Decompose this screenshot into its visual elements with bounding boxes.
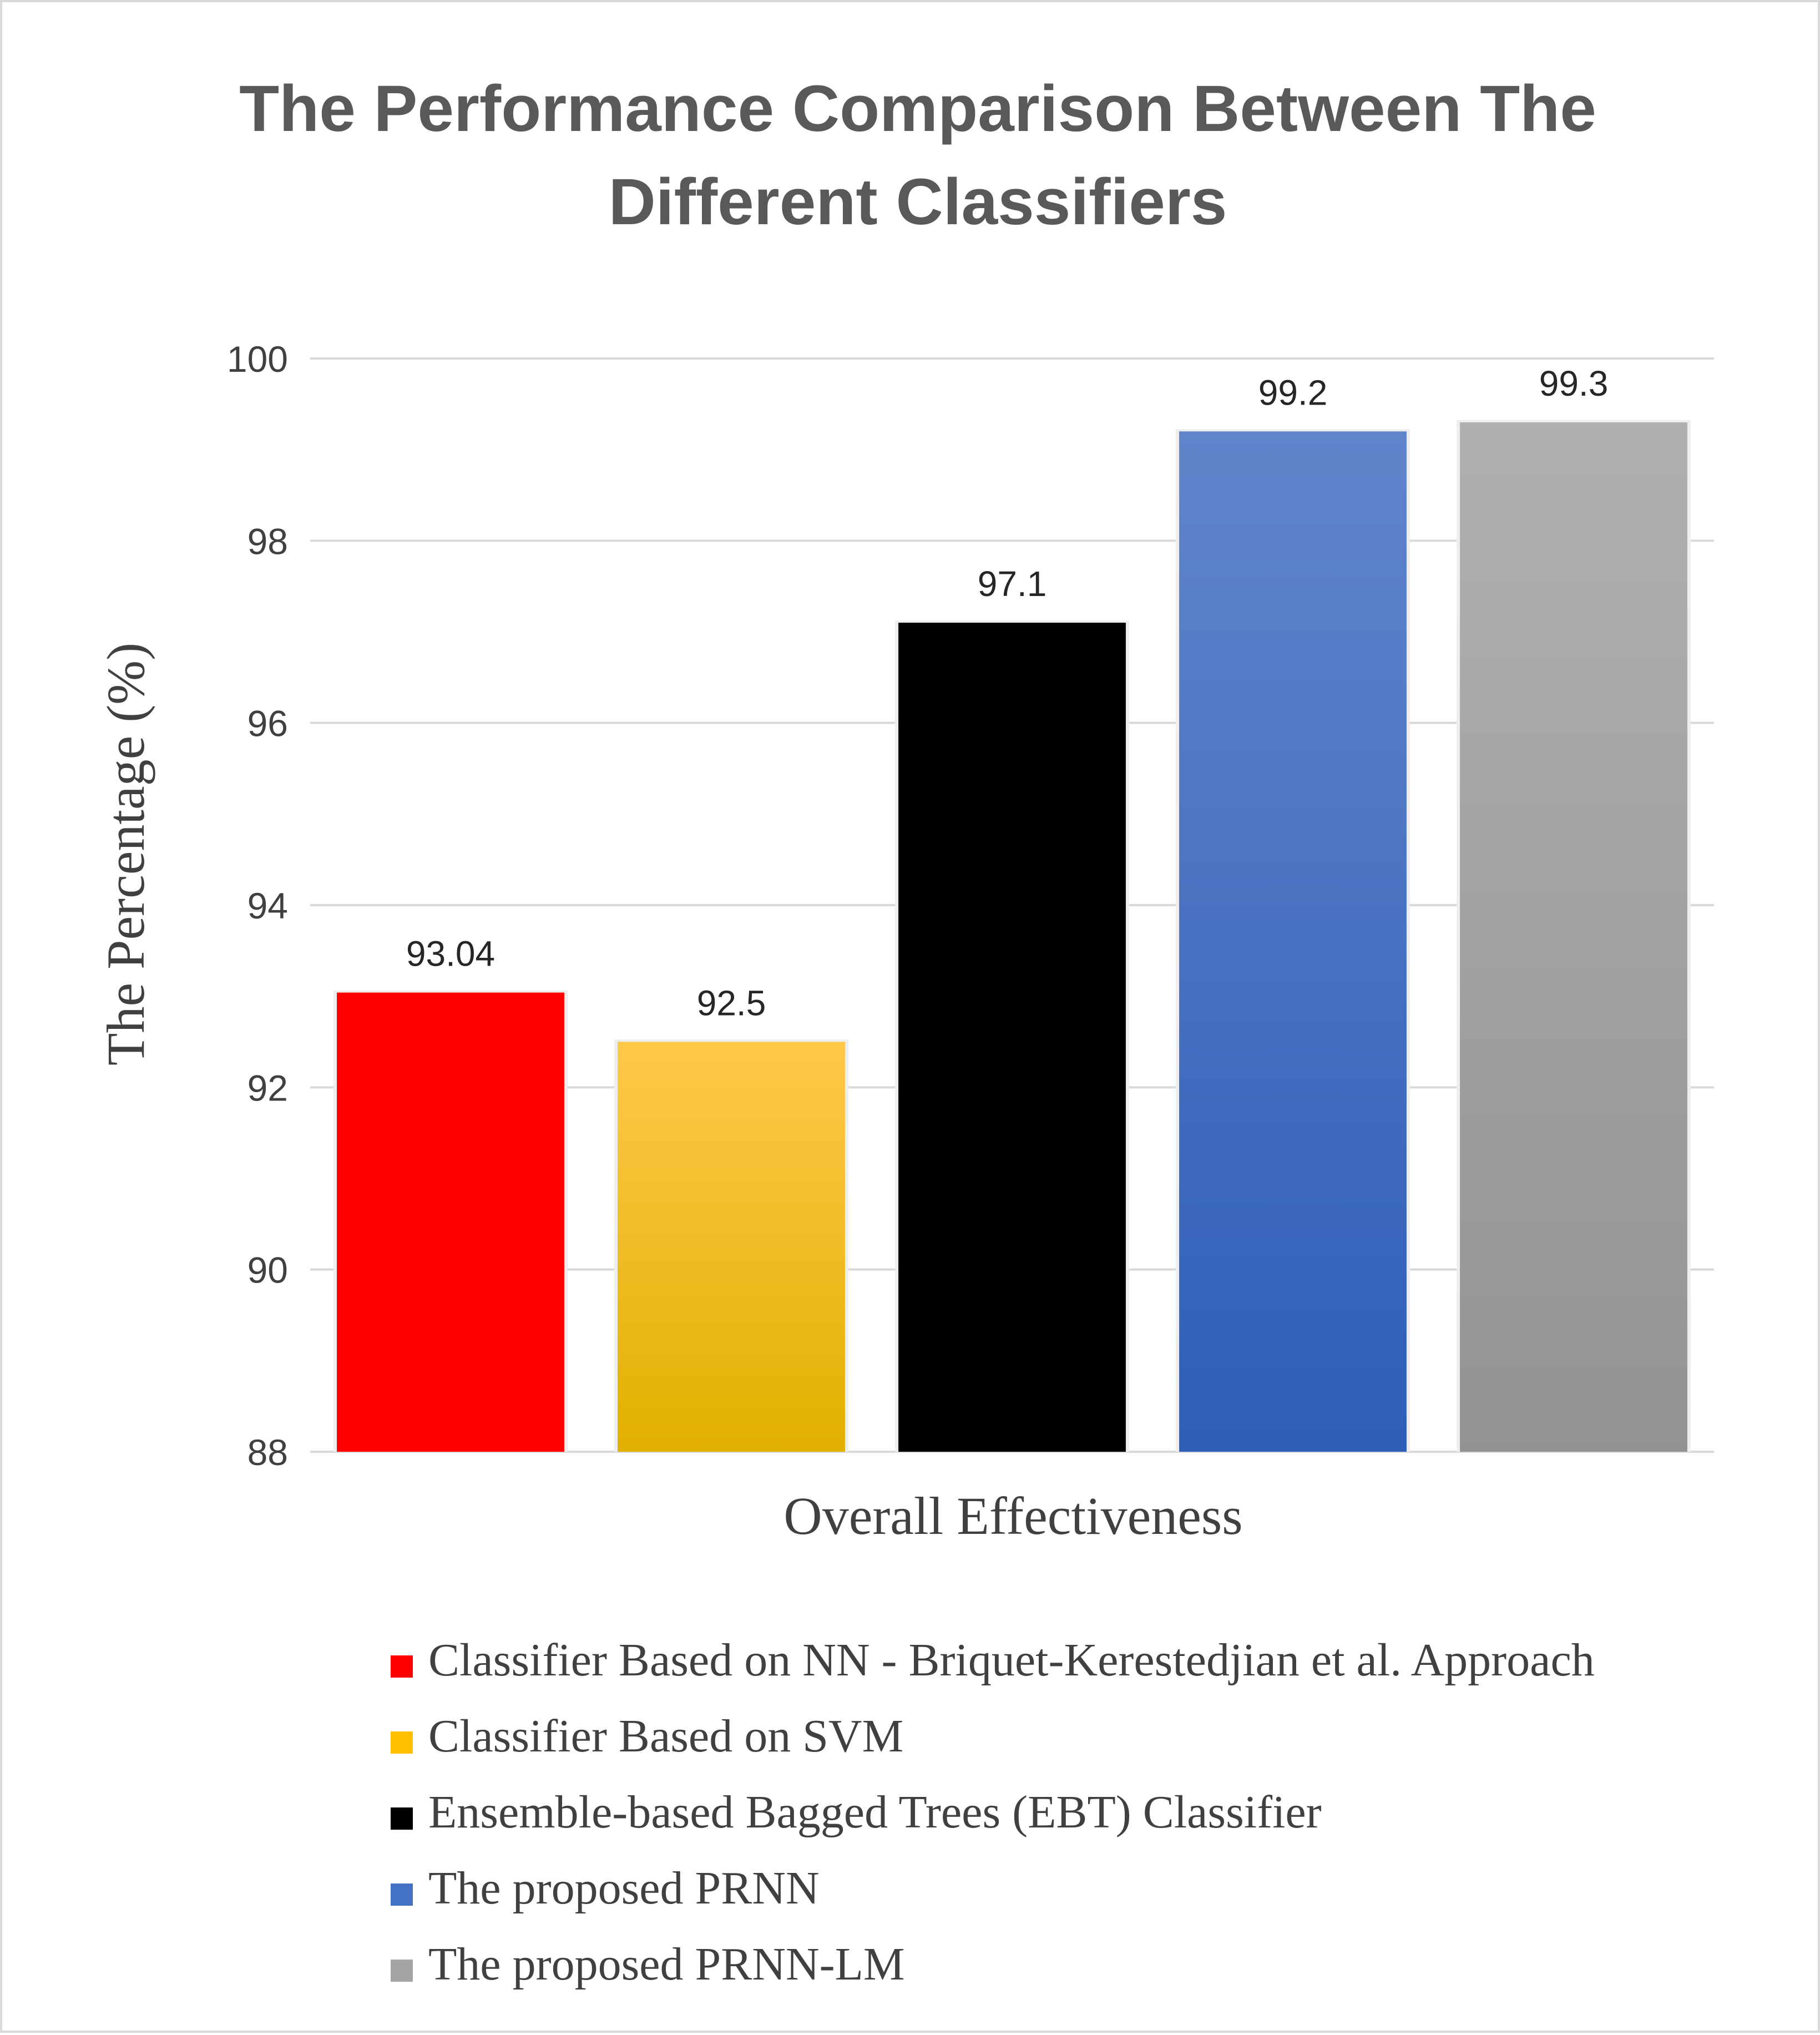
y-axis-label: The Percentage (%) (96, 643, 155, 1066)
bar (1460, 422, 1687, 1452)
legend-swatch (391, 1960, 413, 1982)
legend: Classifier Based on NN - Briquet-Kereste… (391, 1634, 1595, 1990)
y-tick-label: 92 (247, 1067, 288, 1108)
data-label: 93.04 (406, 934, 495, 974)
bar (898, 623, 1126, 1452)
y-tick-label: 96 (247, 703, 288, 744)
y-axis-ticks: 88 90 92 94 96 98 100 (227, 339, 288, 1473)
data-labels: 93.04 92.5 97.1 99.2 99.3 (406, 363, 1608, 1023)
y-tick-label: 88 (247, 1432, 288, 1473)
legend-label: Classifier Based on SVM (428, 1710, 903, 1762)
legend-swatch (391, 1807, 413, 1830)
data-label: 92.5 (697, 983, 766, 1023)
legend-label: Ensemble-based Bagged Trees (EBT) Classi… (428, 1786, 1322, 1838)
legend-swatch (391, 1731, 413, 1754)
chart-title-line-2: Different Classifiers (609, 165, 1227, 239)
bars (333, 420, 1691, 1452)
legend-label: The proposed PRNN (428, 1862, 820, 1914)
legend-label: The proposed PRNN-LM (428, 1938, 905, 1990)
bar (337, 992, 564, 1452)
data-label: 97.1 (978, 564, 1047, 604)
x-axis-label: Overall Effectiveness (783, 1486, 1242, 1546)
legend-swatch (391, 1655, 413, 1678)
data-label: 99.2 (1258, 372, 1328, 412)
chart-title-line-1: The Performance Comparison Between The (239, 72, 1596, 145)
y-tick-label: 100 (227, 339, 288, 380)
bar (618, 1042, 845, 1452)
data-label: 99.3 (1539, 363, 1609, 403)
legend-swatch (391, 1883, 413, 1906)
bar (1179, 431, 1407, 1452)
legend-label: Classifier Based on NN - Briquet-Kereste… (428, 1634, 1595, 1686)
y-tick-label: 94 (247, 885, 288, 926)
y-tick-label: 98 (247, 521, 288, 562)
y-tick-label: 90 (247, 1250, 288, 1291)
